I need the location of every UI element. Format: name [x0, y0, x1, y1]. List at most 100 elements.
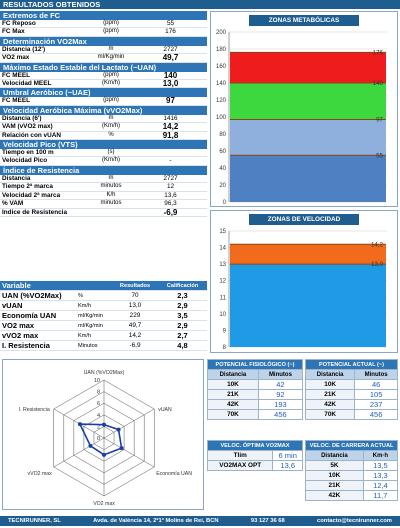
resist-row: Distancia m 2727 — [0, 174, 207, 184]
radar-tick-label: 10 — [94, 378, 100, 384]
potencial-fisiologico-value: 92 — [257, 389, 304, 400]
variable-row: Economía UAN ml/Kg/min 229 3,5 — [0, 310, 207, 321]
meel-row-unit: (ppm) — [88, 71, 134, 81]
resist-row-unit: K/h — [88, 191, 134, 201]
radar-tick-label: 8 — [97, 390, 100, 396]
resist-row: Indice de Resistencia -6,9 — [0, 208, 207, 217]
resist-row: Velocidad 2ª marca K/h 13,6 — [0, 191, 207, 201]
vvo2-row-value: 14,2 — [134, 123, 207, 132]
resist-row-label: Velocidad 2ª marca — [0, 191, 88, 201]
variable-score: 2,7 — [158, 330, 207, 341]
veloc-optima-value: 6 min — [272, 450, 303, 461]
radar-tick-label: 2 — [97, 424, 100, 430]
meel-row-label: Velocidad MEEL — [0, 79, 88, 89]
vts-row-unit: (s) — [88, 149, 134, 158]
variable-unit: Minutos — [76, 340, 112, 351]
vvo2-row: Relación con vUAN% 91,8 — [0, 131, 207, 141]
metabolic-zones-chart: ZONAS METABÓLICAS 0 20 40 60 80 100 120 140 160 1… — [210, 11, 398, 207]
potencial-fisiologico-value: 456 — [257, 409, 304, 420]
veloc-carrera-header-distance: Distancia — [305, 450, 364, 461]
radar-axis-label: vUAN — [158, 407, 172, 413]
potencial-actual-value: 105 — [354, 389, 398, 400]
y-tick-label: 40 — [219, 166, 226, 172]
vo2-row-label: VO2 max — [0, 53, 88, 63]
metabolic-chart-svg: 0 20 40 60 80 100 120 140 160 180 200 176 140 97 55 — [216, 30, 387, 206]
fc-row-label: FC Max — [0, 27, 88, 37]
variable-name: VO2 max — [0, 320, 76, 331]
resist-row-unit: minutos — [88, 182, 134, 192]
vts-row-value — [134, 149, 207, 158]
y-tick-label: 8 — [223, 345, 227, 351]
speed-chart-svg: 8 9 10 11 12 13 14 15 14,2 13,0 — [219, 229, 387, 351]
variable-row: vUAN Km/h 13,0 2,9 — [0, 300, 207, 311]
vo2-row-unit: m — [88, 45, 134, 55]
zone-label: 176 — [373, 49, 384, 56]
variable-unit: Km/h — [76, 330, 112, 341]
y-tick-label: 10 — [219, 312, 226, 318]
veloc-carrera-key: 10K — [305, 470, 364, 481]
variable-unit: ml/Kg/min — [76, 320, 112, 331]
vvo2-row: VAM (vVO2 max) (Km/h) 14,2 — [0, 122, 207, 132]
radar-point — [77, 422, 82, 427]
variable-result: 49,7 — [112, 320, 158, 331]
vts-row: Velocidad Pico (Km/h) - — [0, 156, 207, 166]
zone-band — [230, 83, 386, 120]
veloc-optima-key: Tlim — [206, 450, 274, 461]
potencial-actual-row: 42K 237 — [304, 399, 398, 410]
vvo2-row-value: 91,8 — [134, 131, 207, 141]
potencial-fisiologico-key: 70K — [207, 409, 259, 420]
vts-row-label: Velocidad Pico — [0, 156, 88, 166]
meel-row-value: 13,0 — [134, 79, 207, 89]
potencial-actual-row: 10K 46 — [304, 379, 398, 390]
resist-row-label: Indice de Resistencia — [0, 208, 88, 217]
fc-row-unit: (ppm) — [88, 20, 134, 29]
y-tick-label: 140 — [216, 81, 227, 87]
meel-row-unit: (Km/h) — [88, 79, 134, 89]
variable-unit: ml/Kg/min — [76, 310, 112, 321]
y-tick-label: 120 — [216, 98, 227, 104]
radar-point — [116, 427, 121, 432]
veloc-carrera-row: 21K 12,4 — [305, 480, 399, 491]
resist-row-value: -6,9 — [134, 208, 207, 217]
variables-header-variable: Variable — [0, 281, 76, 291]
potencial-actual-value: 456 — [354, 409, 398, 420]
veloc-optima-title: VELOC. ÓPTIMA VO2MAX — [207, 440, 303, 451]
variable-name: UAN (%VO2Max) — [0, 290, 76, 301]
vts-section-title: Velocidad Pico (VTS) — [0, 140, 207, 150]
zone-label: 13,0 — [371, 261, 384, 268]
variable-name: vUAN — [0, 300, 76, 311]
meel-section-title: Máximo Estado Estable del Lactato (~UAN) — [0, 62, 207, 72]
footer-phone: 93 127 36 68 — [250, 518, 285, 524]
variable-row: VO2 max ml/Kg/min 49,7 2,9 — [0, 320, 207, 331]
meel-row-value: 140 — [134, 71, 207, 81]
zone-band — [230, 264, 386, 347]
radar-axis-label: I. Resistencia — [19, 407, 50, 413]
uae-row-unit: (ppm) — [88, 97, 134, 106]
meel-row: FC MEEL (ppm) 140 — [0, 71, 207, 81]
footer-address: Avda. de València 14, 2º1ª Molins de Rei… — [93, 518, 219, 524]
variable-score: 4,8 — [158, 340, 207, 351]
vo2-row-value: 49,7 — [134, 54, 207, 63]
vvo2-row-label: VAM (vVO2 max) — [0, 122, 88, 132]
metabolic-chart-title: ZONAS METABÓLICAS — [249, 15, 359, 26]
meel-row: Velocidad MEEL (Km/h) 13,0 — [0, 79, 207, 89]
veloc-carrera-key: 42K — [305, 490, 364, 501]
uae-row-value: 97 — [134, 97, 207, 106]
resist-row-unit: m — [88, 174, 134, 184]
footer-email[interactable]: contacto@tecnirunner.com — [317, 518, 392, 524]
vts-row-unit: (Km/h) — [88, 156, 134, 166]
radar-chart-svg: 0 2 4 6 8 10 UAN (%VO2Max) vUAN Economía UAN VO2 … — [19, 370, 193, 507]
zone-band — [230, 119, 386, 156]
veloc-carrera-row: 10K 13,3 — [305, 470, 399, 481]
resist-row-unit — [88, 208, 134, 217]
y-tick-label: 14 — [219, 246, 226, 252]
potencial-fisiologico-key: 10K — [207, 379, 259, 390]
y-tick-label: 60 — [219, 149, 226, 155]
potencial-actual-key: 21K — [304, 389, 356, 400]
meel-row-label: FC MEEL — [0, 71, 88, 81]
potencial-actual-row: 70K 456 — [304, 409, 398, 420]
vo2-row-label: Distancia (12') — [0, 45, 88, 55]
fc-row-unit: (ppm) — [88, 27, 134, 37]
vo2-section-title: Determinación VO2Max — [0, 36, 207, 46]
variable-name: Economía UAN — [0, 310, 76, 321]
